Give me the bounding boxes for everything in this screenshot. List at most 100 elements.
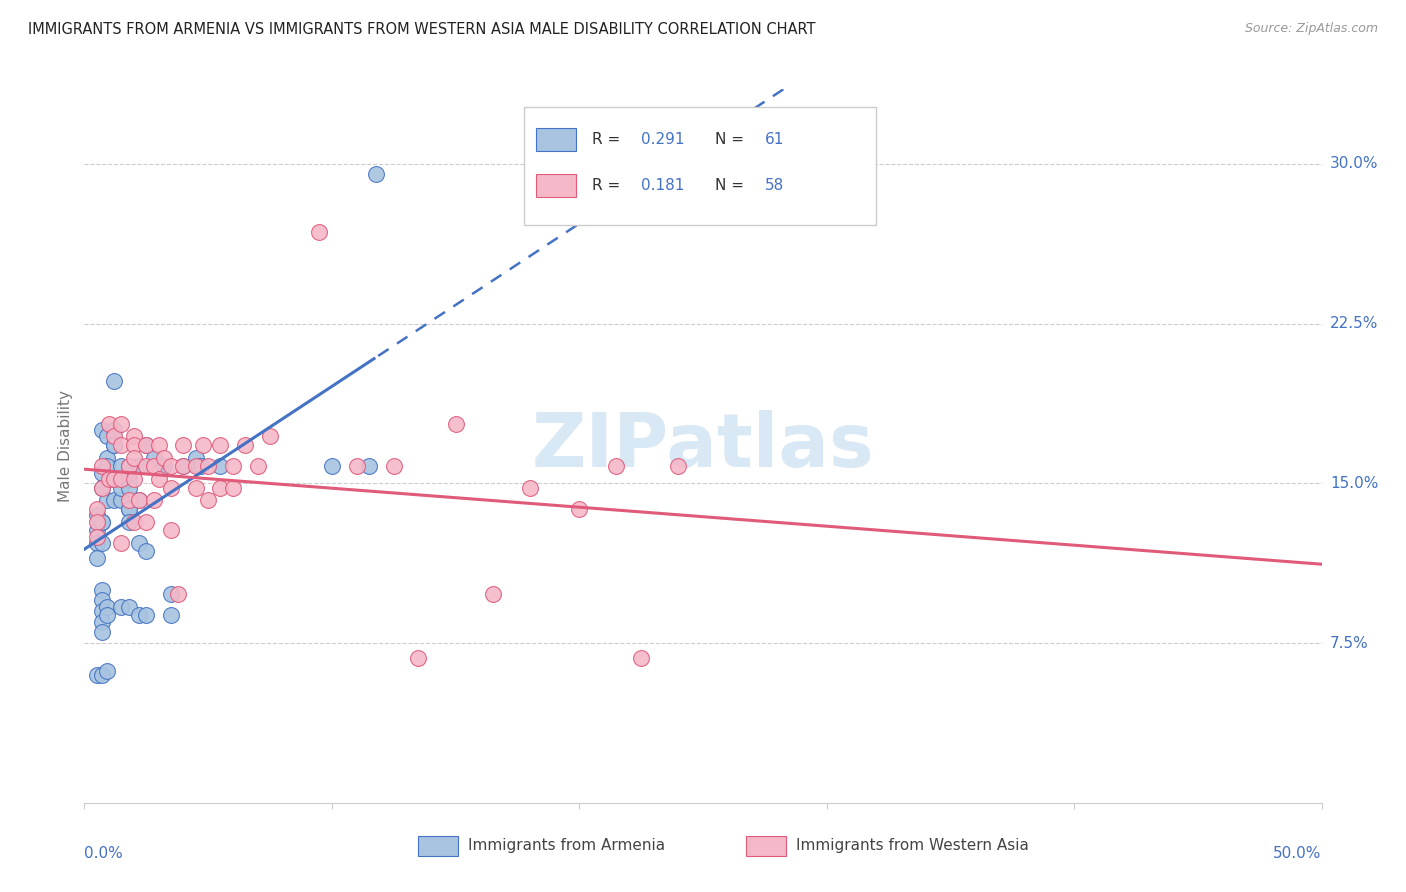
Text: N =: N = <box>716 132 749 146</box>
Point <box>98 417 121 431</box>
Point <box>128 608 150 623</box>
Point <box>160 459 183 474</box>
Point <box>160 481 183 495</box>
Point <box>103 472 125 486</box>
Point <box>197 493 219 508</box>
Point <box>110 472 132 486</box>
Point <box>135 608 157 623</box>
Point <box>90 604 112 618</box>
Point <box>118 481 141 495</box>
Point <box>86 668 108 682</box>
Point <box>86 515 108 529</box>
Point <box>96 429 118 443</box>
Point <box>110 536 132 550</box>
Point <box>110 459 132 474</box>
Point <box>122 438 145 452</box>
Point <box>222 459 245 474</box>
Point <box>122 450 145 465</box>
Point <box>110 438 132 452</box>
Point <box>90 668 112 682</box>
Text: ZIPatlas: ZIPatlas <box>531 409 875 483</box>
Point <box>197 459 219 474</box>
Point <box>103 438 125 452</box>
Point <box>382 459 405 474</box>
Point <box>118 459 141 474</box>
Point <box>96 599 118 614</box>
Point <box>366 168 388 182</box>
Point <box>118 599 141 614</box>
Text: R =: R = <box>592 132 624 146</box>
FancyBboxPatch shape <box>747 837 786 856</box>
Point <box>103 429 125 443</box>
Point <box>110 472 132 486</box>
Point <box>172 459 194 474</box>
Point <box>357 459 380 474</box>
Point <box>184 459 207 474</box>
Point <box>90 423 112 437</box>
Point <box>408 651 430 665</box>
Point <box>172 438 194 452</box>
Point <box>86 508 108 523</box>
Point <box>90 625 112 640</box>
Point <box>152 459 174 474</box>
Point <box>86 529 108 543</box>
Text: 61: 61 <box>765 132 785 146</box>
Point <box>90 593 112 607</box>
Point <box>444 417 467 431</box>
Point <box>122 472 145 486</box>
Point <box>86 523 108 537</box>
Text: 0.181: 0.181 <box>641 178 685 193</box>
Point <box>222 481 245 495</box>
Point <box>190 459 212 474</box>
Point <box>128 493 150 508</box>
Point <box>118 501 141 516</box>
Text: 58: 58 <box>765 178 785 193</box>
Point <box>209 438 232 452</box>
Y-axis label: Male Disability: Male Disability <box>58 390 73 502</box>
Point <box>122 429 145 443</box>
Point <box>246 459 269 474</box>
Point <box>142 459 165 474</box>
Point <box>98 472 121 486</box>
Point <box>96 450 118 465</box>
Point <box>90 536 112 550</box>
Point <box>630 651 652 665</box>
Point <box>184 450 207 465</box>
Point <box>148 438 170 452</box>
Point <box>96 493 118 508</box>
Point <box>481 587 503 601</box>
Point <box>86 536 108 550</box>
FancyBboxPatch shape <box>536 174 575 197</box>
Point <box>308 225 330 239</box>
Text: Immigrants from Western Asia: Immigrants from Western Asia <box>796 838 1029 853</box>
Point <box>103 374 125 388</box>
Point <box>90 459 112 474</box>
Point <box>86 550 108 565</box>
Point <box>135 515 157 529</box>
Point <box>128 459 150 474</box>
Point <box>135 544 157 558</box>
FancyBboxPatch shape <box>419 837 458 856</box>
Point <box>160 608 183 623</box>
Point <box>233 438 256 452</box>
Point <box>142 493 165 508</box>
Point <box>90 615 112 629</box>
Point <box>118 493 141 508</box>
Point <box>167 587 190 601</box>
Point <box>118 459 141 474</box>
Point <box>568 501 591 516</box>
Point <box>90 466 112 480</box>
Text: 22.5%: 22.5% <box>1330 316 1378 331</box>
Point <box>142 450 165 465</box>
Point <box>103 493 125 508</box>
Point <box>172 459 194 474</box>
Point <box>191 438 214 452</box>
Point <box>103 423 125 437</box>
Text: Source: ZipAtlas.com: Source: ZipAtlas.com <box>1244 22 1378 36</box>
Point <box>86 501 108 516</box>
Point <box>110 417 132 431</box>
Point <box>184 481 207 495</box>
Point <box>96 664 118 678</box>
Point <box>90 481 112 495</box>
Point <box>160 587 183 601</box>
